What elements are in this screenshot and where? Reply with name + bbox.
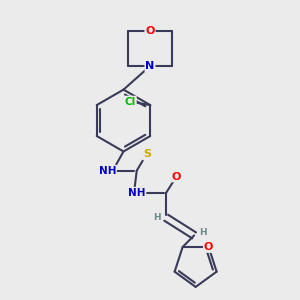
Text: NH: NH [99, 166, 116, 176]
Text: H: H [199, 228, 207, 237]
Text: Cl: Cl [124, 97, 136, 106]
Text: O: O [204, 242, 213, 252]
Text: N: N [146, 61, 154, 71]
Text: NH: NH [128, 188, 146, 198]
Text: S: S [143, 149, 151, 159]
Text: H: H [154, 213, 161, 222]
Text: O: O [172, 172, 181, 182]
Text: O: O [145, 26, 155, 36]
